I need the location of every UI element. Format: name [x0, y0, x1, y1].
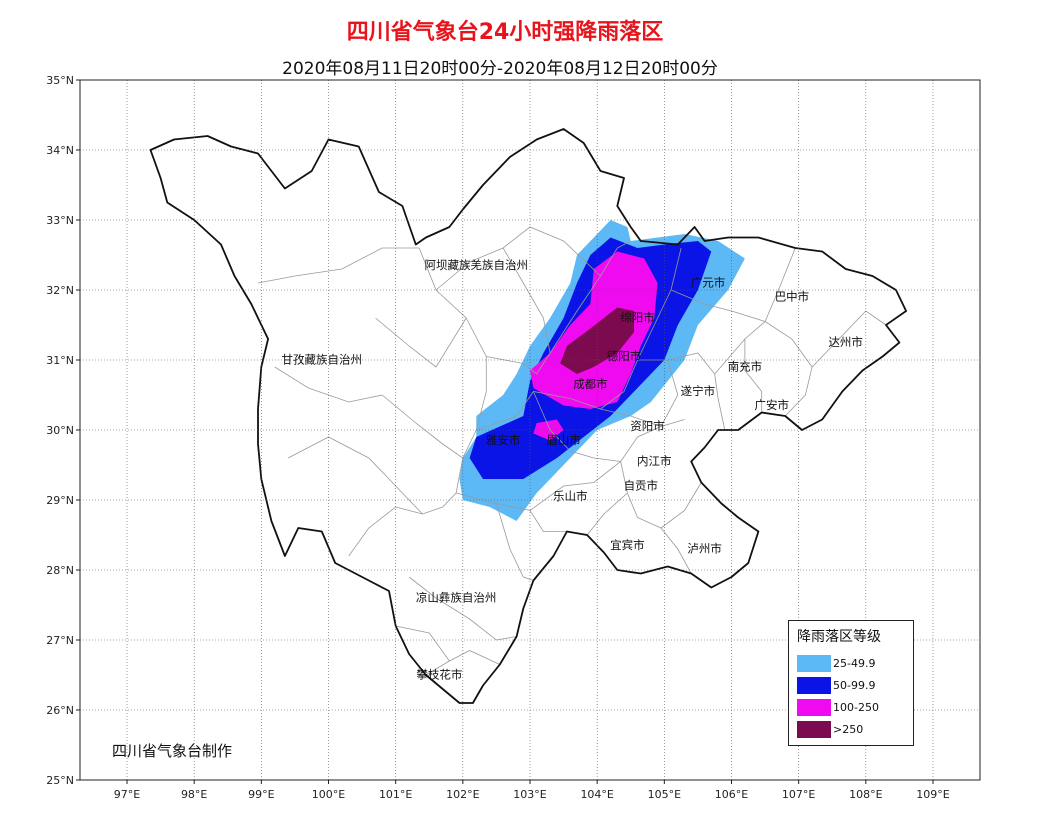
lon-tick-label: 102°E	[446, 788, 479, 801]
lon-tick-label: 109°E	[916, 788, 949, 801]
admin-boundary	[288, 436, 423, 515]
admin-boundary	[274, 366, 464, 459]
lon-tick-label: 97°E	[114, 788, 140, 801]
legend-label: 50-99.9	[833, 678, 876, 692]
admin-boundary	[660, 527, 692, 574]
lon-tick-label: 106°E	[715, 788, 748, 801]
map-title: 四川省气象台24小时强降雨落区	[346, 20, 664, 45]
city-label: 内江市	[637, 454, 672, 468]
city-label: 甘孜藏族自治州	[282, 353, 363, 367]
lon-tick-label: 104°E	[580, 788, 613, 801]
legend-swatch	[797, 720, 831, 738]
admin-boundary	[533, 391, 621, 462]
lat-tick-label: 28°N	[46, 564, 74, 577]
lon-tick-label: 98°E	[181, 788, 207, 801]
legend-label: >250	[833, 722, 864, 736]
lat-tick-label: 33°N	[46, 214, 74, 227]
rain-zone	[560, 307, 635, 374]
legend-swatch	[797, 698, 831, 716]
lat-tick-label: 30°N	[46, 424, 74, 437]
admin-boundary	[744, 339, 763, 413]
city-label: 德阳市	[607, 349, 642, 363]
legend: 降雨落区等级 25-49.9 50-99.9 100-250 >250	[788, 620, 914, 746]
admin-boundary	[257, 247, 420, 284]
legend-item: >250	[797, 718, 913, 740]
lat-tick-label: 32°N	[46, 284, 74, 297]
city-label: 眉山市	[546, 433, 581, 447]
lat-tick-label: 31°N	[46, 354, 74, 367]
lat-tick-label: 25°N	[46, 774, 74, 787]
admin-boundary	[670, 289, 766, 322]
admin-boundary	[620, 461, 702, 529]
city-label: 遂宁市	[681, 384, 716, 398]
city-label: 宜宾市	[610, 538, 645, 552]
city-label: 泸州市	[687, 542, 722, 556]
lon-tick-label: 105°E	[648, 788, 681, 801]
lat-tick-label: 29°N	[46, 494, 74, 507]
admin-boundary	[476, 247, 682, 431]
admin-boundary	[408, 576, 517, 641]
legend-item: 50-99.9	[797, 674, 913, 696]
legend-item: 25-49.9	[797, 652, 913, 674]
city-label: 凉山彝族自治州	[416, 591, 497, 605]
lon-tick-label: 107°E	[782, 788, 815, 801]
admin-boundary	[486, 240, 631, 375]
city-label: 达州市	[828, 335, 863, 349]
city-label: 成都市	[573, 377, 608, 391]
city-label: 南充市	[728, 360, 763, 374]
admin-boundary	[586, 492, 628, 536]
legend-item: 100-250	[797, 696, 913, 718]
admin-boundary	[395, 625, 450, 662]
city-label: 广元市	[691, 276, 726, 290]
city-label: 乐山市	[553, 489, 588, 503]
admin-boundary	[502, 247, 551, 354]
lon-tick-label: 103°E	[513, 788, 546, 801]
city-label: 绵阳市	[620, 311, 655, 325]
admin-boundary	[375, 317, 467, 368]
lat-tick-label: 27°N	[46, 634, 74, 647]
sichuan-province-border	[149, 128, 907, 704]
legend-title: 降雨落区等级	[797, 629, 881, 645]
city-label: 巴中市	[775, 290, 810, 304]
admin-boundary	[811, 310, 887, 368]
lat-tick-label: 34°N	[46, 144, 74, 157]
legend-swatch	[797, 676, 831, 694]
admin-boundary	[435, 226, 601, 291]
lon-tick-label: 108°E	[849, 788, 882, 801]
city-label: 自贡市	[624, 479, 659, 493]
producer-credit: 四川省气象台制作	[112, 742, 233, 760]
legend-label: 100-250	[833, 700, 879, 714]
city-label: 资阳市	[630, 419, 665, 433]
legend-label: 25-49.9	[833, 656, 876, 670]
lon-tick-label: 100°E	[312, 788, 345, 801]
city-label: 雅安市	[486, 433, 521, 447]
city-label: 攀枝花市	[416, 668, 462, 682]
city-label: 阿坝藏族羌族自治州	[425, 258, 529, 272]
lon-tick-label: 99°E	[248, 788, 274, 801]
admin-boundary	[496, 503, 534, 581]
admin-boundary	[425, 650, 500, 676]
legend-swatch	[797, 654, 831, 672]
city-label: 广安市	[755, 398, 790, 412]
admin-boundary	[764, 247, 796, 322]
lat-tick-label: 26°N	[46, 704, 74, 717]
lon-tick-label: 101°E	[379, 788, 412, 801]
map-subtitle: 2020年08月11日20时00分-2020年08月12日20时00分	[282, 59, 718, 79]
lat-tick-label: 35°N	[46, 74, 74, 87]
